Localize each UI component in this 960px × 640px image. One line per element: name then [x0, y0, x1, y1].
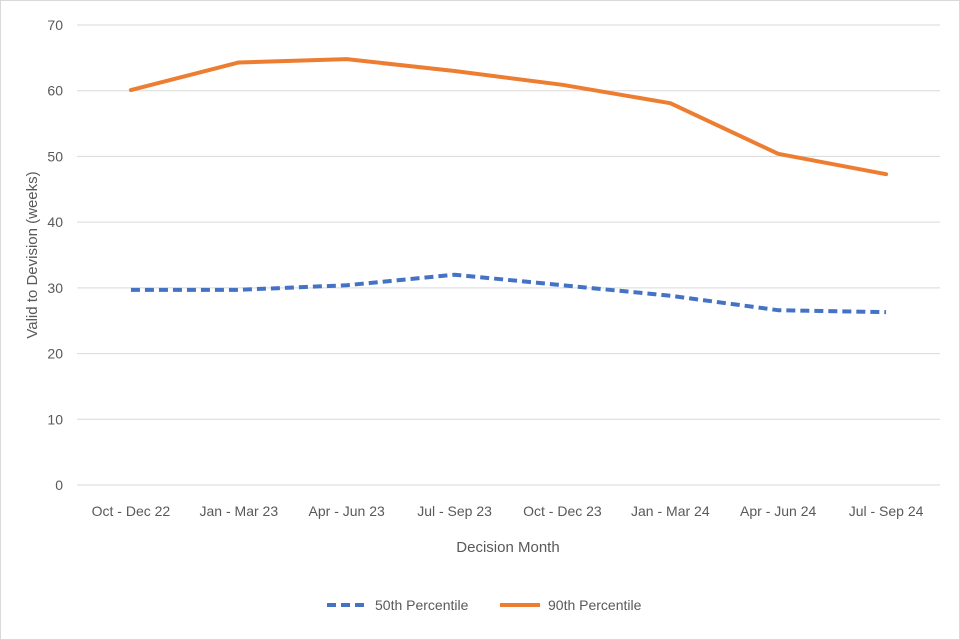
series-lines	[128, 57, 889, 315]
legend-label: 50th Percentile	[375, 597, 469, 613]
x-tick-label: Jan - Mar 24	[631, 503, 710, 519]
legend: 50th Percentile 90th Percentile	[327, 597, 642, 613]
y-axis-ticks: 0 10 20 30 40 50 60 70	[47, 17, 63, 493]
x-tick-label: Jan - Mar 23	[200, 503, 279, 519]
x-axis-title: Decision Month	[456, 539, 559, 556]
x-axis-ticks: Oct - Dec 22 Jan - Mar 23 Apr - Jun 23 Jul …	[92, 503, 924, 519]
x-tick-label: Apr - Jun 23	[309, 503, 385, 519]
y-axis-title: Valid to Devision (weeks)	[24, 171, 41, 338]
y-tick-label: 10	[47, 411, 63, 427]
y-tick-label: 70	[47, 17, 63, 33]
x-tick-label: Oct - Dec 23	[523, 503, 602, 519]
x-tick-label: Oct - Dec 22	[92, 503, 171, 519]
series-line-90th-percentile	[128, 57, 889, 177]
y-tick-label: 20	[47, 346, 63, 362]
x-tick-label: Jul - Sep 23	[417, 503, 492, 519]
x-tick-label: Jul - Sep 24	[849, 503, 924, 519]
legend-label: 90th Percentile	[548, 597, 642, 613]
y-tick-label: 40	[47, 214, 63, 230]
series-line-50th-percentile	[130, 272, 887, 315]
y-tick-label: 0	[55, 477, 63, 493]
y-tick-label: 60	[47, 83, 63, 99]
y-tick-label: 30	[47, 280, 63, 296]
y-tick-label: 50	[47, 148, 63, 164]
x-tick-label: Apr - Jun 24	[740, 503, 816, 519]
